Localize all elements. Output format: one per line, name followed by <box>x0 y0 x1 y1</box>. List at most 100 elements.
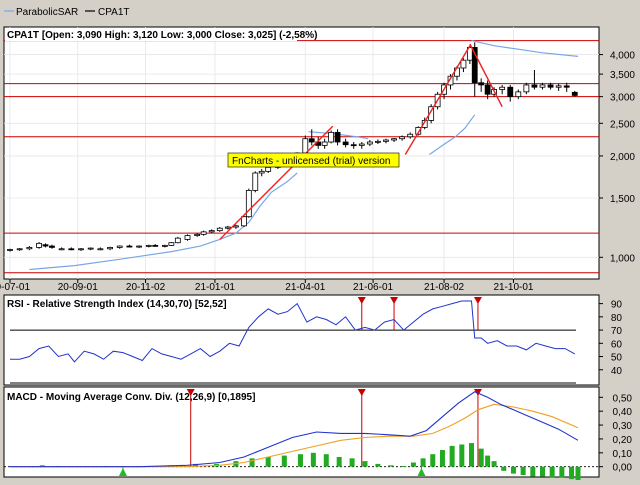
watermark-bg <box>227 152 400 168</box>
macd-y-axis: 0,00 0,10 0,20 0,30 0,40 0,50 <box>599 393 633 474</box>
macd-line <box>10 391 579 468</box>
macd-y-tick-label: 0,00 <box>613 463 633 474</box>
candle-body <box>258 170 265 174</box>
macd-histogram-bar <box>420 458 426 467</box>
candle-body <box>447 75 454 86</box>
candle-body <box>58 248 65 251</box>
macd-histogram-bar <box>485 455 491 467</box>
macd-histogram-bar <box>388 465 394 467</box>
candle-body <box>87 247 94 250</box>
trendlines <box>219 43 503 240</box>
rsi-y-tick-label: 80 <box>611 313 623 324</box>
price-y-tick-label: 2,500 <box>610 119 635 130</box>
candle-body <box>428 106 435 121</box>
macd-panel: 0,00 0,10 0,20 0,30 0,40 0,50 MACD - Moving A… <box>3 386 633 481</box>
macd-signal-markers <box>118 389 482 476</box>
candle-body <box>308 138 315 143</box>
macd-histogram-bar <box>510 466 516 474</box>
macd-down-marker <box>473 389 482 396</box>
price-x-tick-label: 20-11-02 <box>126 282 166 293</box>
candle-body <box>321 141 328 146</box>
candle-body <box>145 244 152 247</box>
macd-histogram-bar <box>362 461 368 467</box>
candle-body <box>68 248 75 251</box>
macd-histogram-bar <box>323 454 329 467</box>
candle-body <box>407 133 414 138</box>
candle-body <box>563 85 570 88</box>
price-y-tick-label: 4,000 <box>610 51 635 62</box>
macd-histogram-bar <box>193 463 199 467</box>
rsi-title: RSI - Relative Strength Index (14,30,70)… <box>7 299 227 310</box>
macd-histogram-bar <box>469 443 474 467</box>
candle-body <box>116 245 123 248</box>
candle-body <box>478 82 485 86</box>
macd-histogram-bar <box>401 465 407 467</box>
macd-histogram-bar <box>569 466 575 480</box>
trendline <box>469 43 503 108</box>
macd-title: MACD - Moving Average Conv. Div. (12,26,… <box>7 392 255 403</box>
macd-histogram-bar <box>520 466 526 475</box>
candle-body <box>383 139 389 142</box>
rsi-y-tick-label: 90 <box>611 300 623 311</box>
price-x-tick-label: 21-10-01 <box>493 282 533 293</box>
candle-body <box>342 141 349 146</box>
sar-segment <box>429 114 476 155</box>
price-x-tick-label: 20-07-01 <box>0 282 30 293</box>
candle-body <box>471 47 478 84</box>
candle-body <box>507 86 514 98</box>
macd-histogram-bar <box>249 458 255 467</box>
candle-body <box>78 248 84 251</box>
parabolic-sar-series <box>29 40 579 271</box>
macd-histogram-bar <box>549 466 555 478</box>
macd-y-tick-label: 0,10 <box>613 449 633 460</box>
candle-body <box>252 172 259 191</box>
candle-body <box>484 84 491 95</box>
price-y-tick-label: 1,500 <box>610 194 635 205</box>
candle-body <box>334 131 341 143</box>
macd-histogram-bar <box>410 462 416 467</box>
macd-histogram-bar <box>349 458 355 467</box>
legend-symbol-label: CPA1T <box>98 7 130 18</box>
rsi-series <box>10 300 576 363</box>
candle-body <box>36 242 42 248</box>
price-x-tick-label: 20-09-01 <box>58 282 98 293</box>
price-y-tick-label: 2,000 <box>610 152 635 163</box>
macd-up-marker <box>118 468 127 476</box>
candle-body <box>421 120 428 128</box>
macd-histogram-bar <box>430 454 436 467</box>
candle-body <box>126 245 133 248</box>
candle-body <box>499 86 506 90</box>
price-x-tick-label: 21-01-01 <box>195 282 235 293</box>
candle-body <box>184 235 191 240</box>
price-x-tick-label: 21-08-02 <box>424 282 464 293</box>
candle-body <box>16 248 23 251</box>
candle-body <box>531 84 538 88</box>
rsi-down-marker <box>357 297 366 304</box>
macd-histogram-bar <box>39 465 45 467</box>
macd-histogram-bar <box>540 466 545 477</box>
trendline <box>219 125 334 240</box>
candle-body <box>245 190 252 218</box>
candle-body <box>350 144 357 147</box>
candle-body <box>194 233 201 237</box>
candle-body <box>415 127 422 135</box>
price-y-tick-label: 3,500 <box>610 70 635 81</box>
macd-histogram-bar <box>297 454 303 467</box>
macd-histogram-bar <box>575 466 581 481</box>
macd-down-marker <box>357 389 366 396</box>
macd-histogram-bar <box>375 463 381 467</box>
rsi-panel: 40 50 60 70 80 90 RSI - Relative Strength Ind… <box>3 294 623 386</box>
price-title-bg <box>5 28 297 41</box>
sar-segment <box>308 131 369 140</box>
macd-histogram-bar <box>478 448 484 467</box>
candle-body <box>241 216 247 227</box>
rsi-y-tick-label: 60 <box>611 339 623 350</box>
macd-histogram-bar <box>265 456 271 467</box>
macd-histogram-bar <box>336 456 342 467</box>
rsi-down-marker <box>390 297 399 304</box>
candle-body <box>224 226 231 229</box>
candle-body <box>302 138 309 154</box>
candle-body <box>571 91 578 96</box>
